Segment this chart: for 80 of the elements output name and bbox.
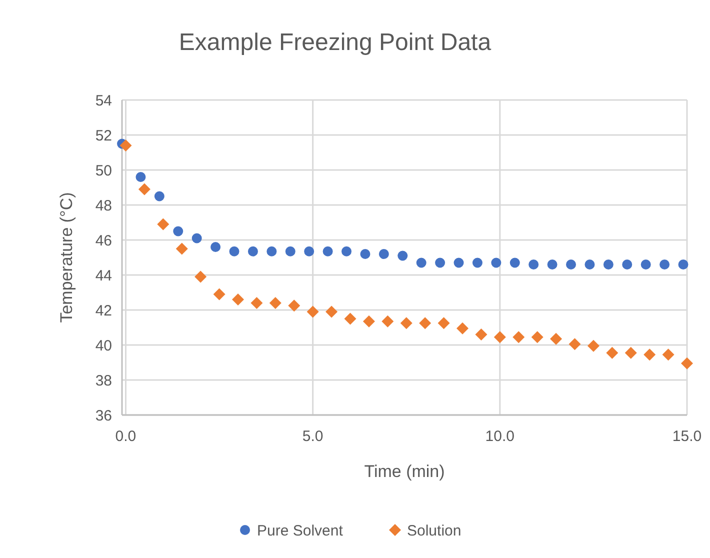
point [398, 250, 408, 261]
point [157, 218, 170, 230]
point [192, 233, 202, 244]
x-axis-title: Time (min) [364, 462, 445, 481]
y-tick-label: 38 [95, 372, 112, 390]
point [400, 317, 412, 330]
point [547, 260, 558, 270]
point [566, 260, 576, 270]
point [229, 246, 240, 256]
point [678, 260, 688, 270]
point [285, 246, 296, 256]
point [326, 306, 338, 318]
y-tick-label: 54 [95, 92, 112, 110]
point [531, 331, 544, 344]
point [306, 306, 319, 318]
point [360, 249, 370, 259]
point [232, 294, 244, 306]
point [624, 346, 637, 359]
point [491, 258, 502, 268]
point [362, 315, 375, 328]
point [606, 346, 618, 359]
point [248, 246, 258, 256]
point [154, 191, 164, 202]
point [213, 288, 226, 300]
y-axis-title: Temperature (°C) [57, 192, 76, 323]
point [138, 183, 150, 196]
point [173, 226, 184, 236]
point [250, 297, 263, 309]
point [662, 348, 674, 361]
point [266, 246, 277, 256]
y-tick-label: 44 [95, 267, 112, 284]
y-tick-label: 48 [95, 197, 112, 214]
legend-label: Pure Solvent [257, 522, 344, 540]
point [438, 317, 450, 330]
y-tick-label: 42 [95, 302, 112, 320]
point [454, 258, 464, 268]
y-tick-label: 40 [95, 337, 112, 354]
y-tick-label: 50 [95, 162, 112, 180]
point [587, 340, 600, 352]
point [382, 315, 394, 328]
point [419, 317, 432, 330]
point [494, 331, 506, 344]
point [550, 332, 562, 345]
point [176, 242, 188, 255]
point [416, 258, 426, 268]
y-tick-label: 46 [95, 232, 112, 250]
point [681, 357, 693, 370]
point [475, 328, 488, 340]
point [640, 260, 651, 270]
point [378, 249, 389, 259]
x-tick-label: 15.0 [672, 428, 702, 445]
point [269, 297, 282, 309]
point [568, 338, 581, 350]
y-tick-label: 52 [95, 127, 112, 144]
point [344, 312, 356, 325]
y-tick-label: 36 [95, 407, 112, 424]
point [456, 322, 468, 334]
point [322, 246, 333, 256]
point [512, 331, 525, 344]
point [622, 260, 632, 270]
point [510, 258, 520, 268]
point [288, 300, 300, 312]
point [120, 140, 132, 152]
x-tick-label: 0.0 [115, 428, 136, 445]
chart-title: Example Freezing Point Data [178, 29, 492, 56]
x-tick-label: 10.0 [485, 428, 515, 445]
point [584, 260, 595, 270]
point [472, 258, 482, 268]
point [194, 270, 207, 283]
point [644, 348, 656, 361]
point [210, 242, 221, 252]
point [603, 260, 614, 270]
point [304, 246, 314, 256]
point [435, 258, 446, 268]
point [342, 246, 352, 256]
point [660, 260, 670, 270]
point [528, 260, 539, 270]
point [136, 172, 146, 182]
x-tick-label: 5.0 [302, 428, 324, 445]
legend-label: Solution [407, 522, 462, 540]
